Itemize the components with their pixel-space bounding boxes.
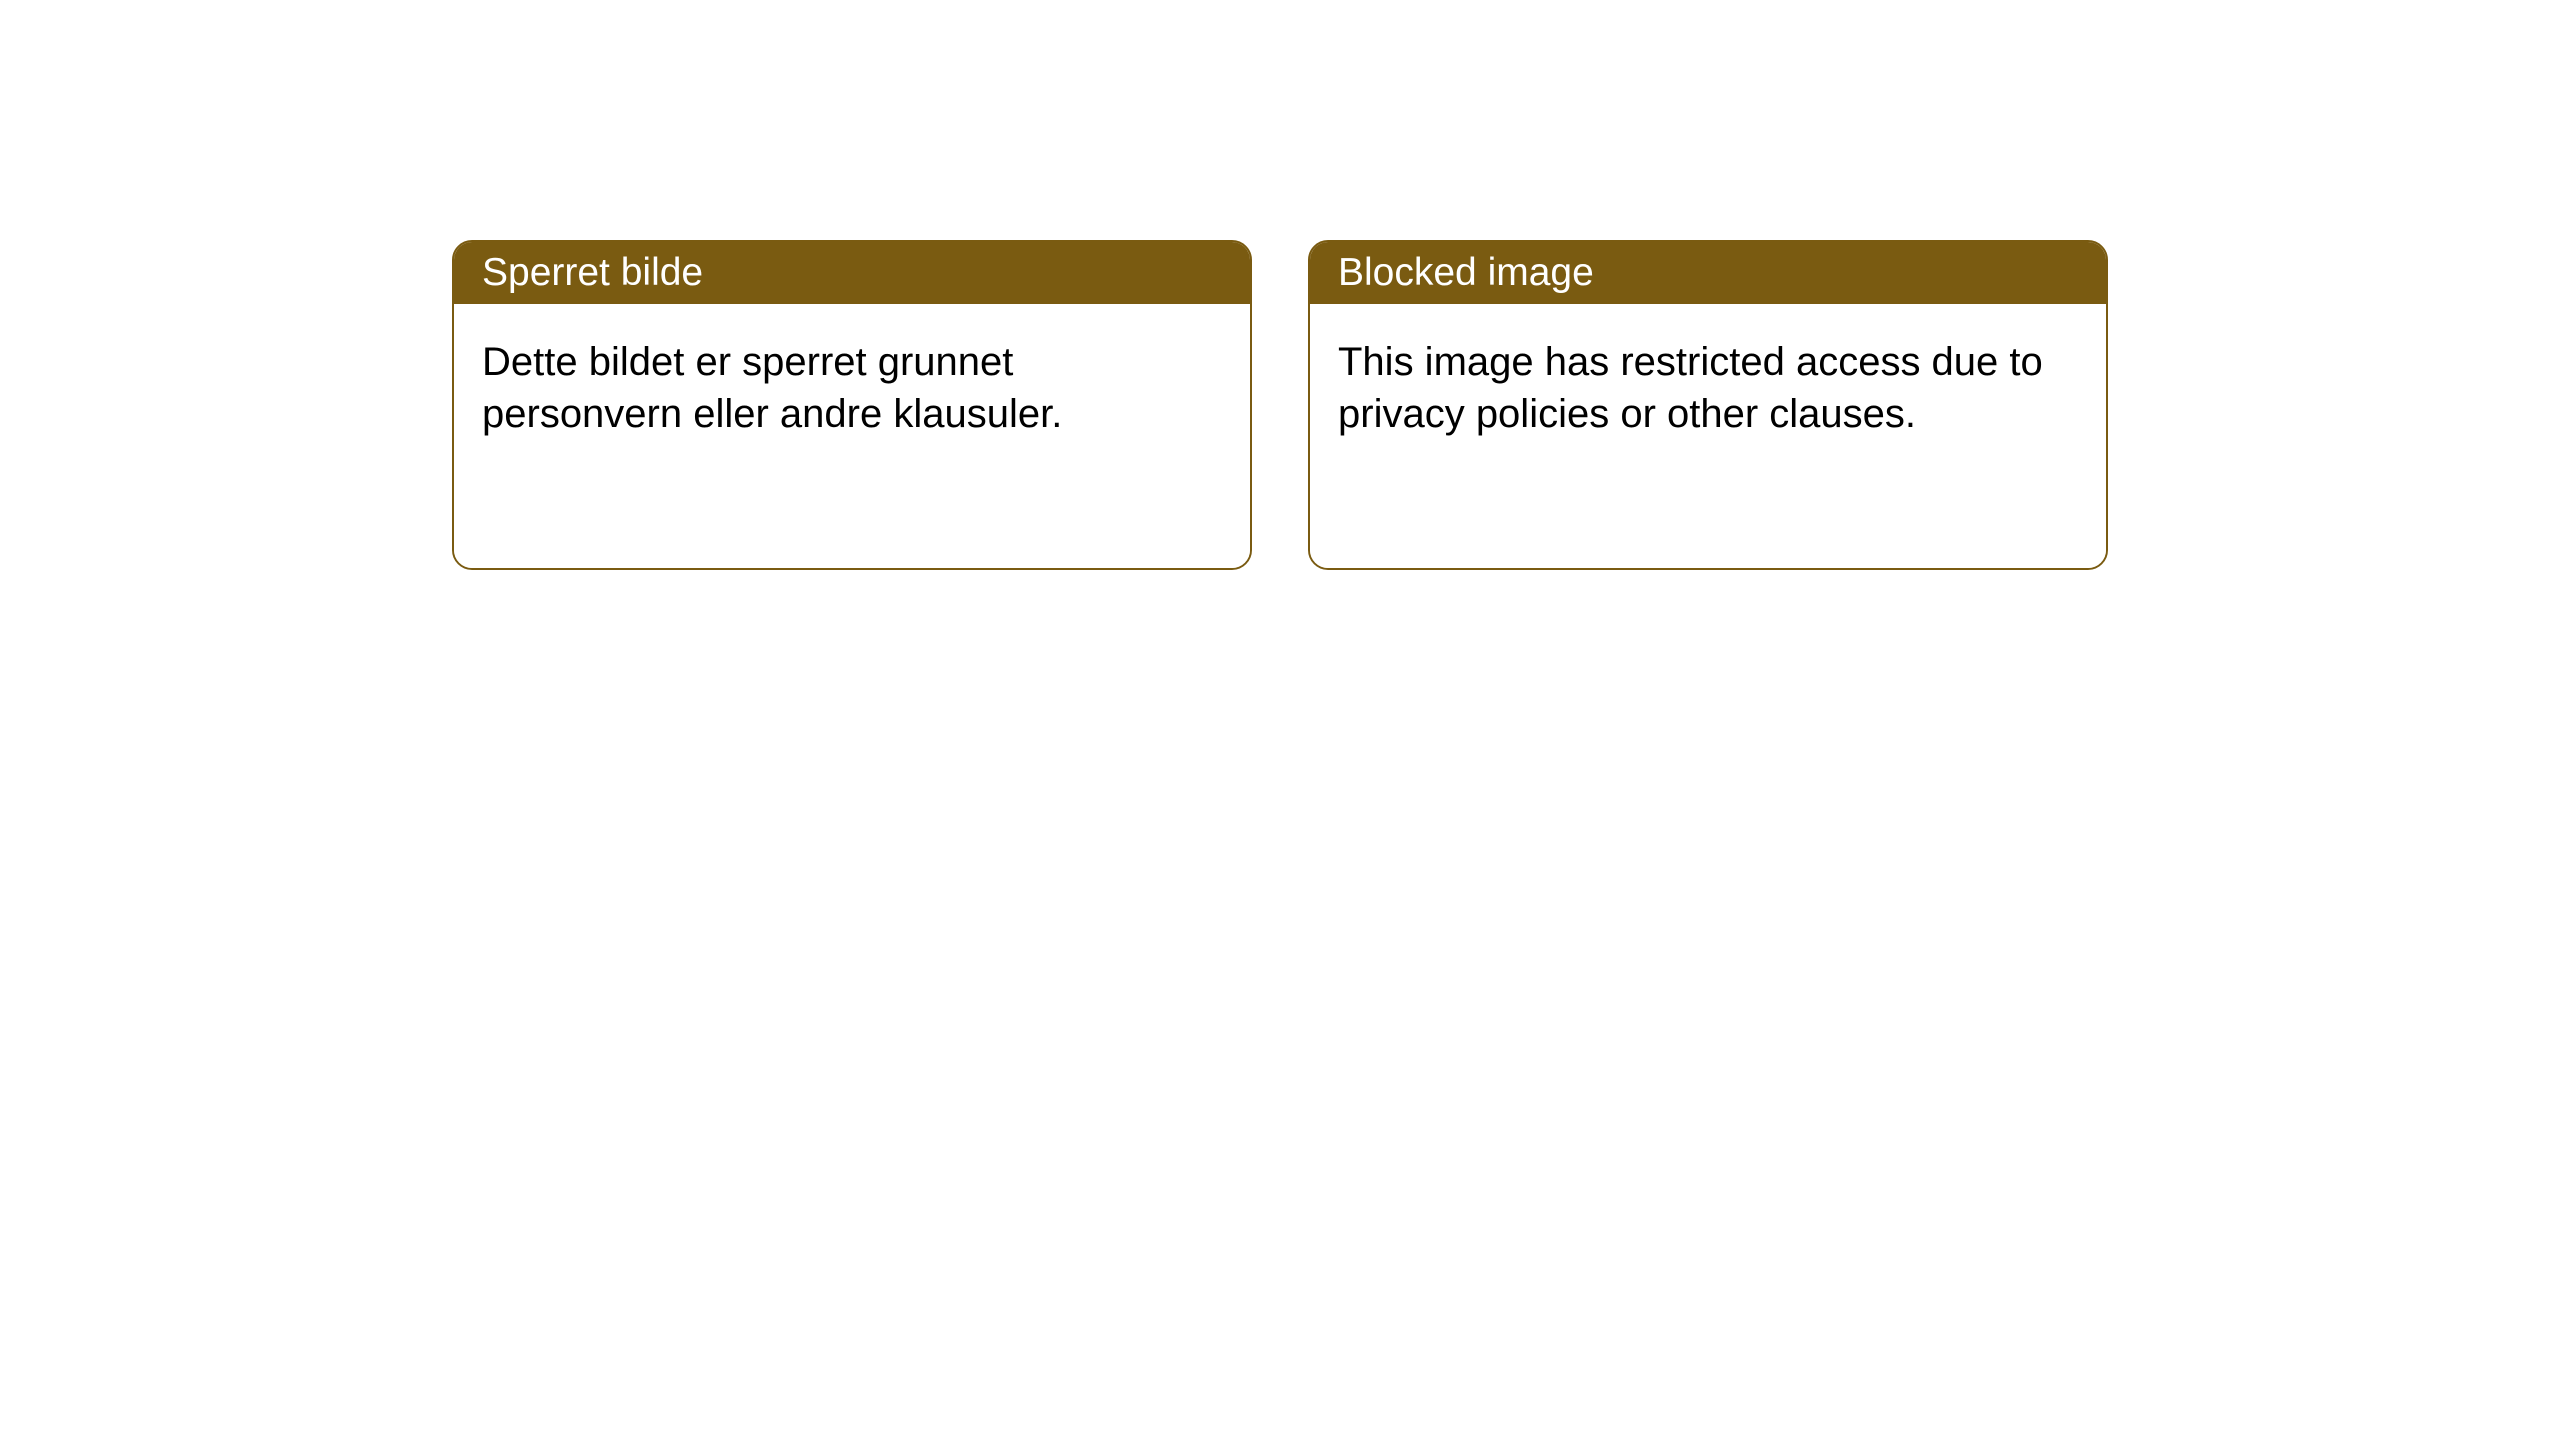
notice-header: Blocked image — [1310, 242, 2106, 304]
notice-body: Dette bildet er sperret grunnet personve… — [454, 304, 1250, 568]
notice-card-norwegian: Sperret bilde Dette bildet er sperret gr… — [452, 240, 1252, 570]
notice-container: Sperret bilde Dette bildet er sperret gr… — [452, 240, 2108, 1440]
notice-body: This image has restricted access due to … — [1310, 304, 2106, 568]
notice-card-english: Blocked image This image has restricted … — [1308, 240, 2108, 570]
notice-header: Sperret bilde — [454, 242, 1250, 304]
